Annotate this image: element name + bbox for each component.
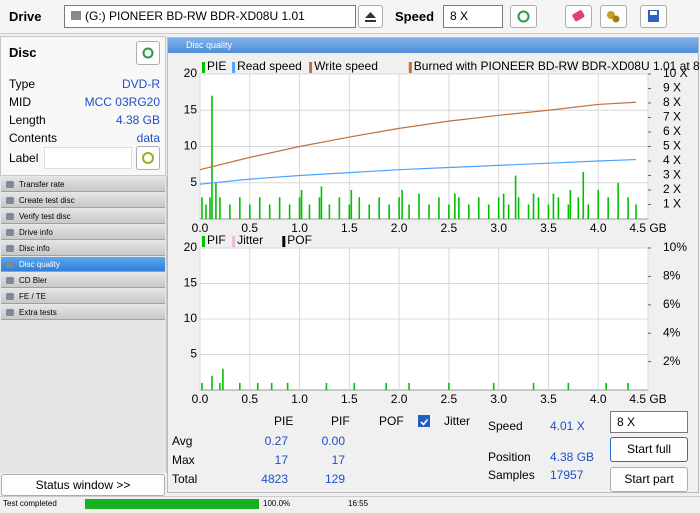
stats-row-label: Max	[172, 453, 195, 467]
erase-icon	[572, 10, 585, 22]
stats-row-label: Total	[172, 472, 198, 486]
disc-title: Disc	[9, 45, 37, 60]
pie-stats: 0.27 17 4823	[261, 432, 288, 489]
menu-item[interactable]: Verify test disc	[1, 209, 165, 224]
eject-icon	[365, 12, 376, 22]
menu-item[interactable]: Create test disc	[1, 193, 165, 208]
info-value: 17957	[550, 468, 584, 482]
status-progress: 100.0%	[263, 499, 291, 508]
menu-item[interactable]: FE / TE	[1, 289, 165, 304]
disc-key: Contents	[9, 131, 58, 145]
stats-header: Jitter	[444, 414, 471, 428]
drive-label: Drive	[9, 9, 42, 24]
disc-key: Type	[9, 77, 36, 91]
refresh-icon	[517, 10, 530, 23]
disc-value: MCC 03RG20	[84, 95, 160, 109]
jitter-checkbox[interactable]	[418, 415, 430, 427]
options-icon	[607, 11, 620, 23]
disc-values: DVD-R MCC 03RG20 4.38 GB data	[85, 75, 160, 147]
info-label: Samples	[488, 468, 535, 482]
label-input[interactable]	[44, 147, 132, 169]
stats-value: 17	[331, 453, 345, 467]
status-time: 16:55	[348, 499, 369, 508]
menu-item[interactable]: Extra tests	[1, 305, 165, 320]
status-message: Test completed	[3, 499, 57, 508]
info-value: 4.38 GB	[550, 450, 595, 464]
disc-key: MID	[9, 95, 31, 109]
stats-value: 17	[274, 453, 288, 467]
label-key: Label	[9, 151, 39, 165]
menu-item[interactable]: CD Bler	[1, 273, 165, 288]
stats-header: PIF	[331, 414, 350, 428]
save-icon	[648, 10, 659, 22]
disc-keys: Type MID Length Contents	[9, 75, 57, 147]
stats-row-label: Avg	[172, 434, 193, 448]
disc-key: Length	[9, 113, 46, 127]
info-value: 4.01 X	[550, 419, 585, 433]
label-button[interactable]	[136, 146, 160, 170]
disc-value: DVD-R	[122, 77, 160, 91]
disc-refresh-button[interactable]	[136, 41, 160, 65]
erase-button[interactable]	[565, 5, 592, 28]
info-label: Position	[488, 450, 531, 464]
progress-bar	[85, 499, 259, 509]
menu-item[interactable]: Disc info	[1, 241, 165, 256]
speed-label: Speed	[395, 9, 435, 24]
disc-value: 4.38 GB	[115, 113, 160, 127]
save-button[interactable]	[640, 5, 667, 28]
disc-value: data	[136, 131, 160, 145]
speed-select[interactable]: 8 X	[443, 5, 503, 28]
stats-value: 129	[324, 472, 345, 486]
stats-value: 4823	[261, 472, 288, 486]
options-button[interactable]	[600, 5, 627, 28]
stats-row-labels: Avg Max Total	[172, 432, 197, 489]
stats-header: PIE	[274, 414, 294, 428]
stats-value: 0.27	[264, 434, 288, 448]
stats-value: 0.00	[321, 434, 345, 448]
status-window-button[interactable]: Status window >>	[1, 474, 165, 496]
menu-item[interactable]: Disc quality	[1, 257, 165, 272]
disc-refresh-icon	[142, 47, 154, 59]
stats-header: POF	[379, 414, 404, 428]
start-full-button[interactable]: Start full	[610, 437, 688, 462]
pif-stats: 0.00 17 129	[322, 432, 345, 489]
menu-item[interactable]: Drive info	[1, 225, 165, 240]
start-part-button[interactable]: Start part	[610, 467, 688, 492]
menu-item[interactable]: Transfer rate	[1, 177, 165, 192]
status-bar: Test completed 100.0% 16:55	[0, 496, 700, 513]
panel-title: Disc quality	[168, 38, 698, 53]
label-icon	[142, 152, 154, 164]
refresh-button[interactable]	[510, 5, 537, 28]
drive-select[interactable]: (G:) PIONEER BD-RW BDR-XD08U 1.01	[64, 5, 356, 28]
eject-button[interactable]	[358, 5, 383, 28]
drive-name: (G:) PIONEER BD-RW BDR-XD08U 1.01	[85, 9, 305, 23]
info-label: Speed	[488, 419, 523, 433]
test-speed-select[interactable]: 8 X	[610, 411, 688, 433]
check-mark	[420, 419, 429, 426]
